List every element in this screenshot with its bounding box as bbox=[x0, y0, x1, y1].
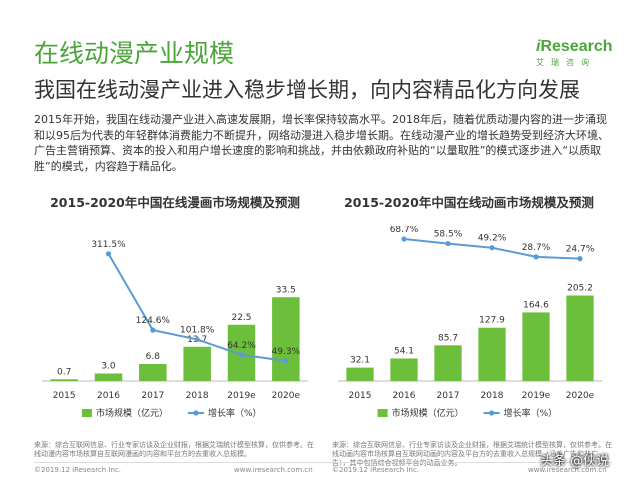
page-title: 在线动漫产业规模 bbox=[34, 39, 235, 68]
tick-label-2020e: 2020e bbox=[566, 391, 595, 401]
rate-point-2018 bbox=[194, 336, 200, 343]
body-paragraph: 2015年开始，我国在线动漫产业进入高速发展期，增长率保持较高水平。2018年后… bbox=[34, 113, 609, 173]
rate-label-2016: 68.7% bbox=[390, 226, 419, 235]
bar-2018 bbox=[478, 327, 506, 381]
bar-label-2017: 6.8 bbox=[146, 352, 161, 362]
tick-label-2017: 2017 bbox=[141, 391, 164, 401]
bar-label-2020e: 205.2 bbox=[567, 284, 593, 294]
rate-label-2017: 58.5% bbox=[434, 230, 463, 240]
rate-point-2019e bbox=[533, 254, 539, 260]
tick-label-2020e: 2020e bbox=[272, 391, 301, 401]
tick-label-2016: 2016 bbox=[97, 391, 120, 401]
rate-point-2017 bbox=[150, 327, 156, 333]
rate-label-2020e: 24.7% bbox=[566, 245, 595, 255]
tick-label-2017: 2017 bbox=[437, 391, 460, 401]
chart-comics: 0.720153.020166.8201713.7201822.52019e33… bbox=[42, 240, 308, 419]
copyright-right: ©2019.12 iResearch Inc. bbox=[332, 466, 420, 474]
rate-point-2016 bbox=[105, 251, 112, 257]
rate-point-2020e bbox=[283, 358, 289, 364]
bar-2016 bbox=[94, 373, 123, 381]
iresearch-logo: iResearch 艾瑞咨询 bbox=[536, 38, 618, 68]
bar-2020e bbox=[272, 297, 300, 381]
tick-label-2016: 2016 bbox=[393, 391, 416, 401]
chart-title-comics: 2015-2020年中国在线漫画市场规模及预测 bbox=[50, 195, 300, 210]
bar-2020e bbox=[566, 295, 594, 381]
rate-label-2016: 311.5% bbox=[91, 240, 126, 250]
bar-2015 bbox=[50, 379, 78, 381]
legend-line-marker bbox=[193, 410, 199, 416]
bar-label-2020e: 33.5 bbox=[276, 285, 296, 295]
page-subtitle: 我国在线动漫产业进入稳步增长期，向内容精品化方向发展 bbox=[34, 78, 580, 102]
website-left[interactable]: www.iresearch.com.cn bbox=[234, 466, 313, 474]
copyright-left: ©2019.12 iResearch Inc. bbox=[34, 466, 122, 474]
rate-label-2020e: 49.3% bbox=[272, 347, 301, 357]
rate-label-2018: 101.8% bbox=[180, 325, 215, 335]
rate-point-2019e bbox=[238, 352, 245, 358]
tick-label-2015: 2015 bbox=[349, 391, 372, 401]
legend-line-label: 增长率（%） bbox=[504, 407, 558, 419]
rate-point-2018 bbox=[489, 245, 495, 251]
bar-label-2018: 127.9 bbox=[479, 316, 505, 326]
rate-point-2020e bbox=[577, 256, 583, 262]
rate-point-2016 bbox=[401, 236, 407, 242]
bar-2018 bbox=[183, 346, 211, 381]
rate-label-2019e: 28.7% bbox=[522, 243, 551, 253]
legend-bar-label: 市场规模（亿元） bbox=[392, 407, 464, 419]
rate-label-2019e: 64.2% bbox=[227, 341, 256, 351]
tick-label-2015: 2015 bbox=[53, 391, 76, 401]
tick-label-2019e: 2019e bbox=[227, 391, 256, 401]
source-note-right: 来源：综合互联网信息、行业专家访谈及企业财报，根据艾瑞统计模型核算，仅供参考。在… bbox=[332, 441, 612, 467]
tick-label-2018: 2018 bbox=[481, 391, 504, 401]
rate-point-2017 bbox=[445, 240, 451, 247]
logo-i: i bbox=[536, 38, 541, 55]
bar-2019e bbox=[522, 312, 550, 381]
bar-label-2017: 85.7 bbox=[438, 333, 458, 343]
footer-divider bbox=[34, 462, 612, 463]
watermark: 头条 @侠说 bbox=[540, 454, 610, 469]
legend-bar-label: 市场规模（亿元） bbox=[96, 407, 168, 419]
source-note-left: 来源：综合互联网信息、行业专家访谈及企业财报，根据艾瑞统计模型核算，仅供参考。在… bbox=[34, 441, 314, 458]
logo-subtext: 艾瑞咨询 bbox=[536, 58, 596, 67]
bar-label-2019e: 22.5 bbox=[231, 313, 251, 323]
website-right[interactable]: www.iresearch.com.cn bbox=[528, 466, 607, 474]
bar-2015 bbox=[346, 367, 374, 381]
legend-line-marker bbox=[489, 410, 495, 416]
bar-label-2016: 3.0 bbox=[101, 362, 116, 372]
bar-2017 bbox=[434, 345, 462, 381]
bar-label-2016: 54.1 bbox=[394, 346, 414, 356]
tick-label-2019e: 2019e bbox=[522, 391, 551, 401]
legend-line-label: 增长率（%） bbox=[208, 407, 262, 419]
legend-bar-swatch bbox=[81, 409, 92, 417]
chart-title-animation: 2015-2020年中国在线动画市场规模及预测 bbox=[344, 195, 594, 210]
growth-rate-line bbox=[107, 253, 286, 362]
bar-2016 bbox=[390, 358, 418, 381]
rate-label-2018: 49.2% bbox=[478, 234, 507, 244]
logo-text: Research bbox=[540, 38, 613, 55]
bar-label-2019e: 164.6 bbox=[523, 300, 549, 310]
legend-bar-swatch bbox=[377, 409, 388, 417]
bar-label-2015: 32.1 bbox=[350, 356, 370, 366]
tick-label-2018: 2018 bbox=[186, 391, 209, 401]
rate-label-2017: 124.6% bbox=[136, 316, 171, 326]
bar-label-2015: 0.7 bbox=[57, 367, 71, 377]
bar-2017 bbox=[139, 364, 167, 381]
chart-animation: 32.1 2015 54.1 2016 85.7 2017 127.9 2018 164.6 20… bbox=[338, 226, 602, 419]
